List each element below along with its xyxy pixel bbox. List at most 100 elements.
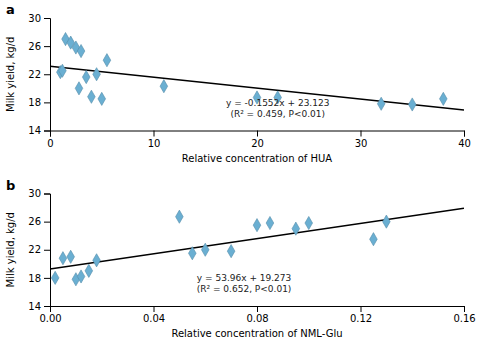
axis-line — [44, 19, 51, 132]
point — [103, 54, 111, 67]
tick-label: 26 — [28, 41, 41, 52]
point — [59, 64, 67, 77]
tick-mark — [44, 102, 50, 103]
annotation: y = 53.96x + 19.273 — [197, 273, 291, 283]
tick-label: 0.00 — [39, 313, 61, 324]
point — [201, 243, 209, 256]
plot-area — [50, 208, 464, 286]
point — [67, 250, 75, 263]
tick-label: 20 — [251, 138, 264, 149]
tick: 0.00 — [39, 306, 61, 324]
point — [59, 252, 67, 265]
chart: 0 10 20 30 40 14 18 22 26 30 y = -0.1552x + 23.123… — [0, 0, 482, 351]
regression-line — [50, 208, 464, 269]
axis-line — [51, 131, 465, 137]
y-axis-label: Milk yield, kg/d — [5, 37, 16, 112]
tick-mark — [257, 131, 258, 137]
point — [253, 219, 261, 232]
tick-mark — [464, 131, 465, 137]
tick-label: 0 — [47, 138, 53, 149]
tick: 26 — [28, 216, 50, 227]
point — [93, 254, 101, 267]
tick-mark — [44, 74, 50, 75]
tick: 0 — [47, 131, 53, 149]
tick: 30 — [28, 13, 50, 24]
tick-label: 22 — [28, 69, 41, 80]
tick-mark — [154, 306, 155, 312]
panel: 0 10 20 30 40 14 18 22 26 30 y = -0.1552x + 23.123… — [5, 13, 471, 164]
axis-line — [44, 194, 51, 307]
point — [408, 98, 416, 111]
tick-mark — [361, 131, 362, 137]
tick-label: 30 — [28, 188, 41, 199]
tick-mark — [44, 250, 50, 251]
point — [292, 222, 300, 235]
tick-mark — [44, 306, 50, 307]
point — [77, 44, 85, 57]
tick-label: 18 — [28, 97, 41, 108]
tick: 30 — [28, 188, 50, 199]
tick: 14 — [28, 301, 50, 312]
tick-mark — [44, 131, 50, 132]
tick: 10 — [148, 131, 161, 149]
tick-mark — [44, 46, 50, 47]
tick-label: 18 — [28, 273, 41, 284]
tick-label: 0.08 — [246, 313, 268, 324]
point — [82, 70, 90, 83]
point — [440, 92, 448, 105]
tick: 26 — [28, 41, 50, 52]
tick: 0.04 — [143, 306, 165, 324]
annotation: (R² = 0.459, P<0.01) — [230, 109, 325, 119]
tick-mark — [44, 18, 50, 19]
y-axis: 14 18 22 26 30 — [28, 13, 50, 137]
tick: 18 — [28, 97, 50, 108]
point — [305, 216, 313, 229]
x-axis-label: Relative concentration of HUA — [182, 153, 333, 164]
point — [377, 97, 385, 110]
x-axis: 0 10 20 30 40 — [47, 131, 471, 149]
tick: 30 — [355, 131, 368, 149]
tick: 20 — [251, 131, 264, 149]
point — [189, 247, 197, 260]
point — [98, 92, 106, 105]
tick-label: 40 — [458, 138, 471, 149]
tick: 18 — [28, 273, 50, 284]
point — [51, 271, 59, 284]
axis-line — [51, 307, 465, 313]
tick-mark — [44, 194, 50, 195]
tick-label: 10 — [148, 138, 161, 149]
tick: 22 — [28, 244, 50, 255]
tick-label: 30 — [355, 138, 368, 149]
tick-label: 30 — [28, 13, 41, 24]
point — [77, 270, 85, 283]
panel-title: a — [6, 2, 15, 17]
x-axis: 0.00 0.04 0.08 0.12 0.16 — [39, 306, 475, 324]
point — [383, 215, 391, 228]
point — [93, 68, 101, 81]
y-axis: 14 18 22 26 30 — [28, 188, 50, 312]
tick: 22 — [28, 69, 50, 80]
tick: 0.16 — [453, 306, 475, 324]
plot-area — [50, 33, 464, 112]
tick-mark — [361, 306, 362, 312]
point — [85, 264, 93, 277]
tick-mark — [257, 306, 258, 312]
tick: 40 — [458, 131, 471, 149]
tick-mark — [44, 222, 50, 223]
tick-label: 14 — [28, 301, 41, 312]
tick-mark — [154, 131, 155, 137]
point — [176, 210, 184, 223]
point — [227, 245, 235, 258]
tick-label: 14 — [28, 125, 41, 136]
point — [75, 82, 83, 95]
tick-label: 0.12 — [350, 313, 372, 324]
point — [88, 90, 96, 103]
tick: 14 — [28, 125, 50, 136]
tick: 0.08 — [246, 306, 268, 324]
panel-title: b — [6, 178, 15, 193]
annotation: y = -0.1552x + 23.123 — [226, 98, 329, 108]
y-axis-label: Milk yield, kg/d — [5, 212, 16, 287]
annotation: (R² = 0.652, P<0.01) — [197, 284, 292, 294]
tick-mark — [464, 306, 465, 312]
tick-label: 26 — [28, 216, 41, 227]
